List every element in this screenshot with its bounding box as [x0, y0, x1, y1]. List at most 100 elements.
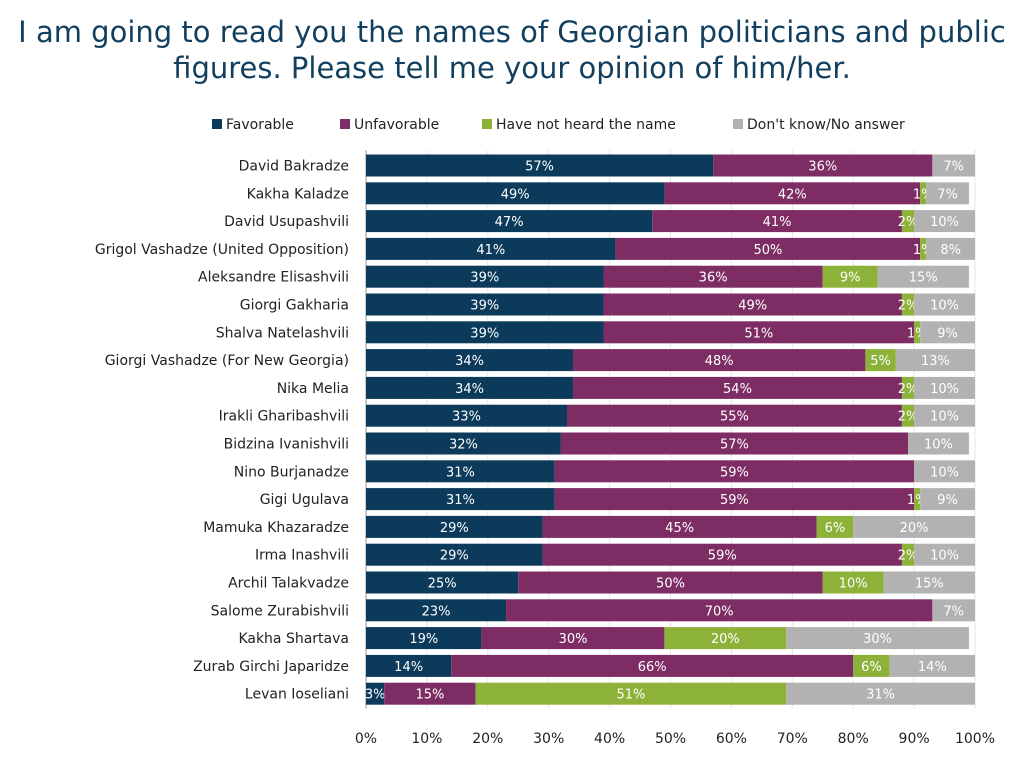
- category-label: David Bakradze: [239, 159, 349, 175]
- data-label: 59%: [720, 493, 749, 508]
- data-label: 10%: [930, 410, 959, 425]
- bar-segment: [573, 349, 866, 372]
- data-label: 36%: [808, 160, 837, 175]
- category-label: Archil Talakvadze: [228, 576, 349, 592]
- bar-segment: [366, 404, 567, 427]
- legend-swatch: [733, 119, 743, 129]
- bar-segment: [615, 237, 921, 260]
- bar-segment: [914, 488, 921, 511]
- data-label: 66%: [638, 660, 667, 675]
- data-label: 31%: [446, 465, 475, 480]
- bar-segment: [914, 376, 975, 399]
- data-label: 49%: [738, 299, 767, 314]
- bar-segment: [914, 210, 975, 233]
- x-tick-label: 50%: [655, 731, 686, 747]
- data-label: 15%: [915, 577, 944, 592]
- category-label: Mamuka Khazaradze: [203, 520, 349, 536]
- data-label: 15%: [415, 688, 444, 703]
- data-label: 45%: [665, 521, 694, 536]
- x-tick-label: 10%: [411, 731, 442, 747]
- bar-segment: [366, 654, 452, 677]
- x-tick-label: 80%: [838, 731, 869, 747]
- data-label: 10%: [930, 215, 959, 230]
- category-label: Kakha Shartava: [238, 631, 349, 647]
- data-label: 33%: [452, 410, 481, 425]
- bar-segment: [566, 404, 902, 427]
- category-label: Irakli Gharibashvili: [219, 409, 349, 425]
- data-label: 10%: [930, 382, 959, 397]
- category-label: Grigol Vashadze (United Opposition): [95, 242, 349, 258]
- data-label: 49%: [501, 187, 530, 202]
- data-label: 10%: [839, 577, 868, 592]
- data-label: 2%: [898, 382, 919, 397]
- data-label: 47%: [495, 215, 524, 230]
- bar-segment: [713, 154, 933, 177]
- data-label: 20%: [900, 521, 929, 536]
- x-tick-label: 30%: [533, 731, 564, 747]
- bar-segment: [366, 321, 604, 344]
- category-label: David Usupashvili: [224, 214, 349, 230]
- data-label: 15%: [909, 271, 938, 286]
- data-label: 5%: [870, 354, 891, 369]
- data-label: 57%: [720, 438, 749, 453]
- bar-segment: [603, 265, 823, 288]
- x-axis-ticks: 0% 10% 20% 30% 40% 50% 60% 70% 80% 90% 100%: [355, 731, 995, 747]
- data-label: 31%: [866, 688, 895, 703]
- legend: Favorable Unfavorable Have not heard the n…: [212, 117, 905, 133]
- x-tick-label: 20%: [472, 731, 503, 747]
- bar-segment: [366, 237, 616, 260]
- bar-segment: [554, 488, 915, 511]
- bar-segment: [366, 571, 519, 594]
- legend-swatch: [212, 119, 222, 129]
- bar-segment: [920, 182, 927, 205]
- bar-segment: [366, 432, 561, 455]
- x-tick-label: 90%: [899, 731, 930, 747]
- data-label: 10%: [930, 549, 959, 564]
- bar-segment: [901, 543, 915, 566]
- bar-segment: [883, 571, 975, 594]
- x-tick-label: 60%: [716, 731, 747, 747]
- bar-segment: [822, 571, 884, 594]
- x-tick-label: 0%: [355, 731, 377, 747]
- bar-segment: [895, 349, 975, 372]
- bar-segment: [366, 460, 555, 483]
- bar-segment: [366, 488, 555, 511]
- data-label: 9%: [937, 493, 958, 508]
- data-label: 30%: [559, 632, 588, 647]
- bar-segment: [901, 293, 915, 316]
- data-label: 25%: [428, 577, 457, 592]
- data-label: 29%: [440, 549, 469, 564]
- data-label: 54%: [723, 382, 752, 397]
- data-label: 55%: [720, 410, 749, 425]
- data-label: 10%: [924, 438, 953, 453]
- bar-segment: [914, 460, 975, 483]
- bar-segment: [926, 237, 975, 260]
- data-label: 31%: [446, 493, 475, 508]
- data-label: 39%: [470, 299, 499, 314]
- bar-segment: [901, 376, 915, 399]
- data-label: 9%: [937, 326, 958, 341]
- chart-title-line-1: I am going to read you the names of Geor…: [18, 15, 1006, 49]
- bar-segment: [475, 682, 787, 705]
- bar-segment: [920, 321, 975, 344]
- data-label: 10%: [930, 465, 959, 480]
- category-label: Nino Burjanadze: [234, 464, 349, 480]
- legend-label: Don't know/No answer: [747, 117, 905, 133]
- data-label: 32%: [449, 438, 478, 453]
- data-label: 19%: [409, 632, 438, 647]
- data-label: 7%: [937, 187, 958, 202]
- data-label: 2%: [898, 215, 919, 230]
- bar-segment: [901, 210, 915, 233]
- bar-segment: [542, 543, 902, 566]
- data-label: 34%: [455, 354, 484, 369]
- bar-segment: [853, 654, 890, 677]
- bar-segment: [366, 682, 385, 705]
- data-label: 2%: [898, 410, 919, 425]
- data-label: 7%: [943, 604, 964, 619]
- category-label: Salome Zurabishvili: [211, 603, 349, 619]
- bar-segment: [786, 682, 975, 705]
- data-label: 30%: [863, 632, 892, 647]
- bar-segment: [366, 154, 714, 177]
- bar-segment: [926, 182, 969, 205]
- data-label: 14%: [918, 660, 947, 675]
